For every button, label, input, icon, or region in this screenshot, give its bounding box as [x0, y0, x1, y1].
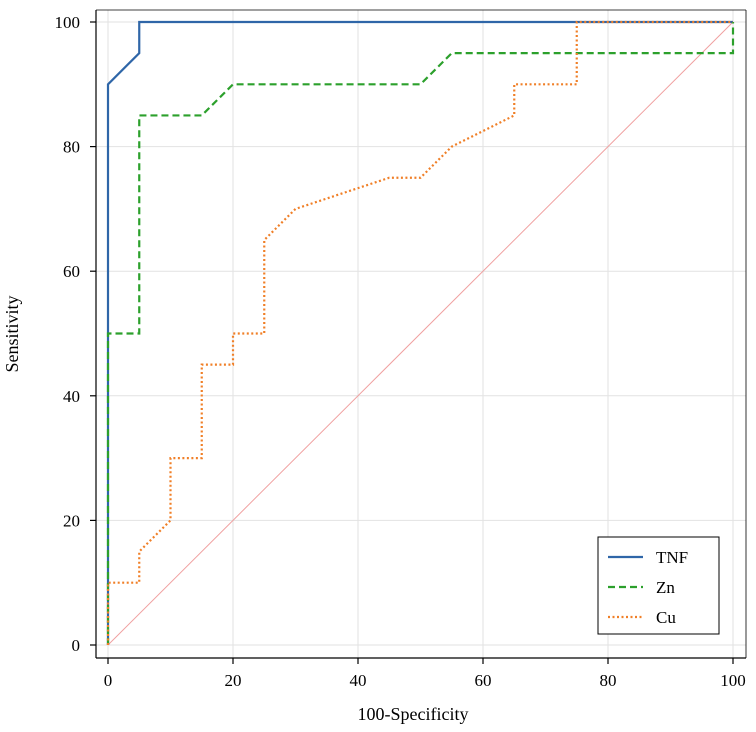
x-tick-label: 20 [225, 671, 242, 690]
legend-label-zn: Zn [656, 578, 675, 597]
reference-diagonal [107, 21, 734, 646]
legend-label-cu: Cu [656, 608, 676, 627]
y-tick-label: 80 [63, 138, 80, 157]
series-line-zn [106, 22, 735, 645]
x-tick-label: 0 [104, 671, 113, 690]
series-line-tnf [106, 20, 733, 645]
series-line-cu [106, 20, 733, 645]
series-group [106, 20, 735, 645]
legend-label-tnf: TNF [656, 548, 688, 567]
y-tick-label: 0 [72, 636, 81, 655]
y-tick-label: 100 [55, 13, 81, 32]
legend: TNF Zn Cu [597, 536, 720, 635]
x-tick-label: 60 [475, 671, 492, 690]
y-tick-label: 60 [63, 262, 80, 281]
x-axis-label: 100-Specificity [358, 704, 469, 724]
ticks: 0 20 40 60 80 100 0 20 40 60 80 100 [55, 13, 746, 690]
x-tick-label: 80 [600, 671, 617, 690]
y-axis-label: Sensitivity [2, 295, 22, 372]
x-tick-label: 40 [350, 671, 367, 690]
axes [95, 9, 747, 659]
y-tick-label: 40 [63, 387, 80, 406]
x-tick-label: 100 [720, 671, 746, 690]
y-tick-label: 20 [63, 511, 80, 530]
